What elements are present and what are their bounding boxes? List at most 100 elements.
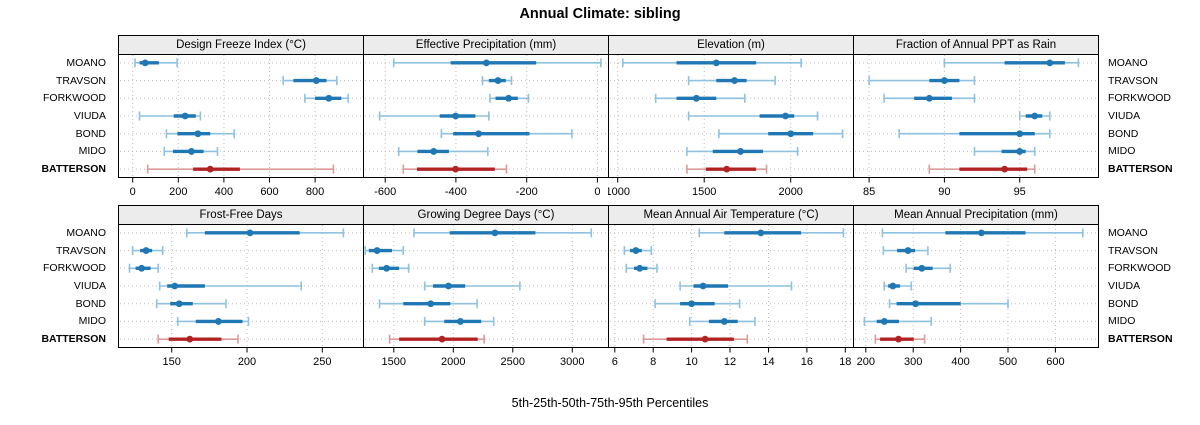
- interval-moano: [622, 58, 802, 68]
- svg-text:200: 200: [857, 356, 875, 368]
- site-label-forkwood: FORKWOOD: [43, 262, 106, 275]
- site-label-mido: MIDO: [78, 145, 106, 158]
- svg-text:2000: 2000: [778, 186, 802, 198]
- interval-travson: [623, 246, 653, 256]
- svg-text:400: 400: [215, 186, 233, 198]
- svg-text:16: 16: [801, 356, 813, 368]
- interval-moano: [943, 58, 1080, 68]
- figure-caption: 5th-25th-50th-75th-95th Percentiles: [511, 396, 709, 410]
- interval-batterson: [928, 164, 1036, 174]
- panel-plot-elevation-m: 1000 1500 2000: [608, 54, 854, 198]
- site-label-bond: BOND: [1108, 127, 1139, 140]
- interval-batterson: [157, 334, 239, 344]
- interval-viuda: [423, 281, 521, 291]
- panel-plot-growing-degree-days-c: 1500 2000 2500 3000: [363, 224, 609, 368]
- interval-moano: [134, 58, 178, 68]
- panel-strip-frost-free-days: Frost-Free Days: [118, 205, 364, 224]
- interval-viuda: [158, 281, 302, 291]
- panel-strip-fraction-of-annual-ppt-as-rain: Fraction of Annual PPT as Rain: [853, 35, 1099, 54]
- svg-text:1500: 1500: [692, 186, 716, 198]
- interval-forkwood: [905, 263, 951, 273]
- interval-batterson: [874, 334, 926, 344]
- interval-mido: [397, 146, 489, 156]
- interval-moano: [698, 228, 845, 238]
- svg-text:18: 18: [839, 356, 851, 368]
- interval-mido: [423, 316, 495, 326]
- interval-batterson: [642, 334, 749, 344]
- panels-row-2: Frost-Free Days 150 200 250 Growing Degree D…: [118, 205, 1099, 372]
- interval-mido: [863, 316, 932, 326]
- site-label-travson: TRAVSON: [56, 74, 106, 87]
- svg-text:0: 0: [594, 186, 600, 198]
- interval-batterson: [402, 164, 508, 174]
- svg-text:600: 600: [260, 186, 278, 198]
- site-label-travson: TRAVSON: [56, 244, 106, 257]
- site-label-bond: BOND: [75, 297, 106, 310]
- interval-bond: [440, 129, 573, 139]
- panel-plot-mean-annual-air-temperature-c: 6 8 10 12 14 16 18: [608, 224, 854, 368]
- site-label-viuda: VIUDA: [1108, 280, 1141, 292]
- interval-forkwood: [128, 263, 160, 273]
- interval-travson: [131, 246, 164, 256]
- site-label-moano: MOANO: [1108, 226, 1148, 239]
- interval-bond: [378, 299, 478, 309]
- site-label-forkwood: FORKWOOD: [1108, 92, 1171, 105]
- panel-fraction-of-annual-ppt-as-rain: Fraction of Annual PPT as Rain 85 90 95: [853, 35, 1099, 202]
- panel-strip-mean-annual-precipitation-mm: Mean Annual Precipitation (mm): [853, 205, 1099, 224]
- panel-plot-frost-free-days: 150 200 250: [118, 224, 364, 368]
- interval-travson: [364, 246, 405, 256]
- site-label-batterson: BATTERSON: [1108, 333, 1173, 346]
- interval-viuda: [679, 281, 793, 291]
- svg-text:-600: -600: [374, 186, 396, 198]
- panel-plot-design-freeze-index-c: 0 200 400 600 800: [118, 54, 364, 198]
- svg-text:6: 6: [612, 356, 618, 368]
- interval-bond: [888, 299, 1009, 309]
- svg-text:300: 300: [904, 356, 922, 368]
- panel-mean-annual-air-temperature-c: Mean Annual Air Temperature (°C) 6 8 10 12 14…: [608, 205, 854, 372]
- svg-text:-200: -200: [516, 186, 538, 198]
- interval-travson: [282, 76, 338, 86]
- figure-title: Annual Climate: sibling: [519, 6, 681, 22]
- site-labels-right: MOANO TRAVSON FORKWOOD VIUDA BOND MIDO BATTERS…: [1108, 54, 1200, 178]
- interval-travson: [687, 76, 776, 86]
- panel-strip-mean-annual-air-temperature-c: Mean Annual Air Temperature (°C): [608, 205, 854, 224]
- site-label-viuda: VIUDA: [73, 110, 106, 122]
- panel-design-freeze-index-c: Design Freeze Index (°C) 0 200 400 600 800: [118, 35, 364, 202]
- svg-text:1000: 1000: [608, 186, 630, 198]
- svg-text:200: 200: [238, 356, 256, 368]
- svg-text:95: 95: [1014, 186, 1026, 198]
- svg-text:8: 8: [650, 356, 656, 368]
- site-label-travson: TRAVSON: [1108, 244, 1158, 257]
- svg-text:85: 85: [863, 186, 875, 198]
- svg-text:200: 200: [169, 186, 187, 198]
- interval-mido: [176, 316, 250, 326]
- interval-forkwood: [489, 93, 530, 103]
- site-label-bond: BOND: [75, 127, 106, 140]
- panel-strip-effective-precipitation-mm: Effective Precipitation (mm): [363, 35, 609, 54]
- svg-text:500: 500: [999, 356, 1017, 368]
- interval-bond: [165, 129, 235, 139]
- interval-batterson: [686, 164, 768, 174]
- interval-mido: [163, 146, 219, 156]
- svg-text:600: 600: [1046, 356, 1064, 368]
- interval-batterson: [388, 334, 485, 344]
- site-label-viuda: VIUDA: [73, 280, 106, 292]
- interval-mido: [686, 146, 799, 156]
- panel-growing-degree-days-c: Growing Degree Days (°C) 1500 2000 2500 3000: [363, 205, 609, 372]
- svg-text:2500: 2500: [501, 356, 525, 368]
- site-label-travson: TRAVSON: [1108, 74, 1158, 87]
- site-label-mido: MIDO: [78, 315, 106, 328]
- svg-text:250: 250: [313, 356, 331, 368]
- site-label-bond: BOND: [1108, 297, 1139, 310]
- panel-strip-growing-degree-days-c: Growing Degree Days (°C): [363, 205, 609, 224]
- panel-row-2: MOANO TRAVSON FORKWOOD VIUDA BOND MIDO BATTERS…: [0, 205, 1200, 375]
- interval-viuda: [1018, 111, 1051, 121]
- panel-plot-mean-annual-precipitation-mm: 200 300 400 500 600: [853, 224, 1099, 368]
- site-label-moano: MOANO: [1108, 56, 1148, 69]
- interval-moano: [413, 228, 593, 238]
- interval-moano: [881, 228, 1084, 238]
- interval-forkwood: [883, 93, 976, 103]
- panel-strip-design-freeze-index-c: Design Freeze Index (°C): [118, 35, 364, 54]
- panel-plot-fraction-of-annual-ppt-as-rain: 85 90 95: [853, 54, 1099, 198]
